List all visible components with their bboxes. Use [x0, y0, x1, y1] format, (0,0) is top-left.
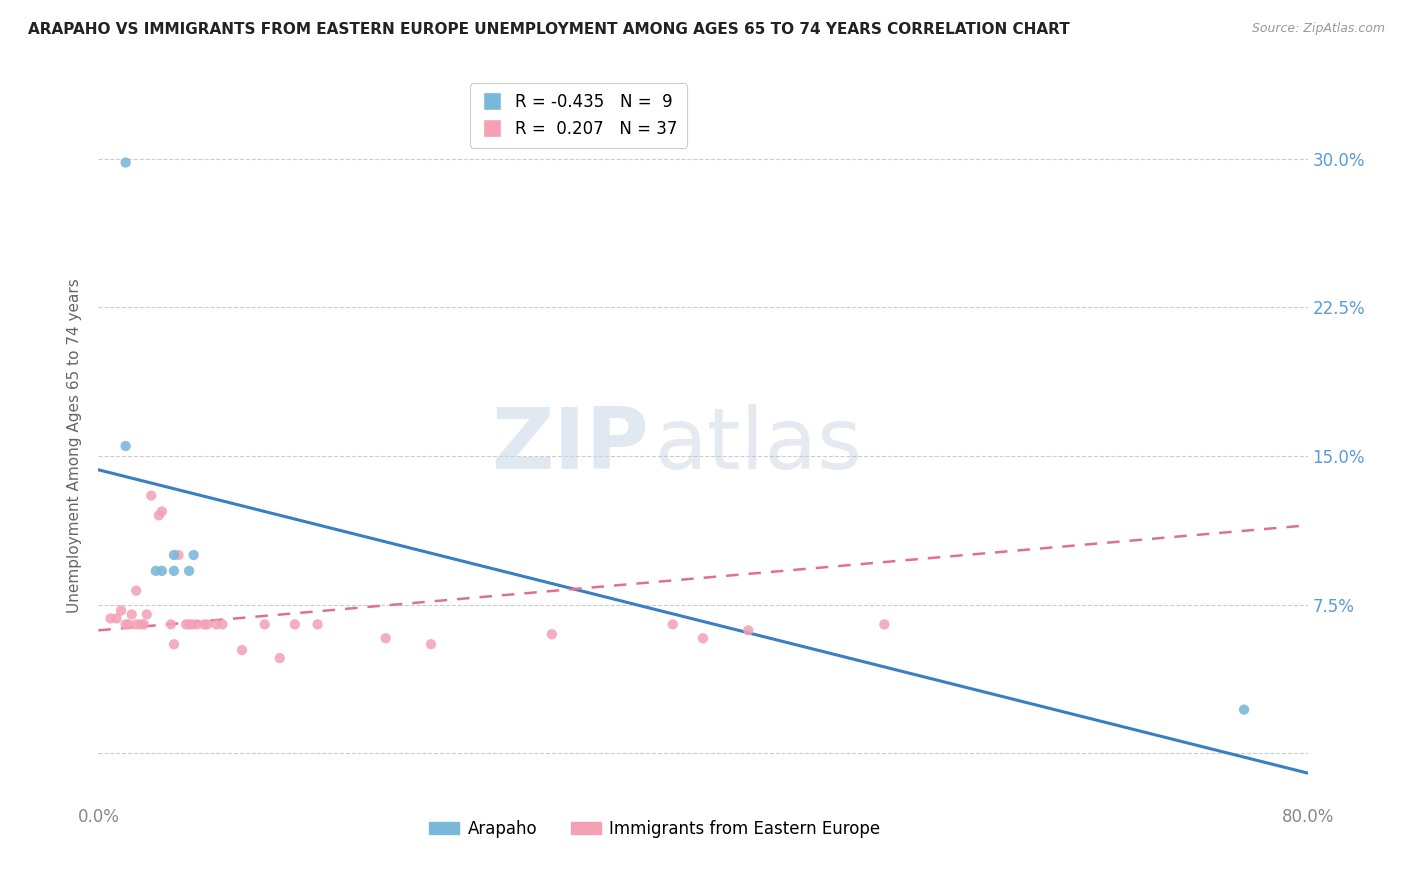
Point	[186, 617, 208, 632]
Point	[307, 617, 329, 632]
Point	[125, 583, 148, 598]
Point	[737, 624, 759, 638]
Point	[160, 617, 183, 632]
Point	[179, 617, 201, 632]
Point	[132, 617, 155, 632]
Point	[211, 617, 233, 632]
Point	[135, 607, 157, 622]
Point	[661, 617, 683, 632]
Text: atlas: atlas	[655, 404, 863, 488]
Point	[174, 617, 197, 632]
Point	[181, 617, 204, 632]
Point	[148, 508, 170, 523]
Point	[167, 548, 190, 562]
Point	[540, 627, 562, 641]
Point	[253, 617, 276, 632]
Point	[114, 617, 136, 632]
Point	[205, 617, 228, 632]
Point	[374, 632, 396, 646]
Point	[692, 632, 714, 646]
Point	[179, 564, 201, 578]
Y-axis label: Unemployment Among Ages 65 to 74 years: Unemployment Among Ages 65 to 74 years	[67, 278, 83, 614]
Point	[195, 617, 218, 632]
Point	[114, 155, 136, 169]
Text: ZIP: ZIP	[491, 404, 648, 488]
Point	[110, 603, 132, 617]
Point	[105, 611, 128, 625]
Point	[118, 617, 141, 632]
Point	[163, 564, 186, 578]
Point	[150, 564, 173, 578]
Point	[145, 564, 167, 578]
Point	[231, 643, 253, 657]
Point	[163, 548, 186, 562]
Point	[183, 548, 205, 562]
Point	[163, 637, 186, 651]
Point	[193, 617, 215, 632]
Legend: Arapaho, Immigrants from Eastern Europe: Arapaho, Immigrants from Eastern Europe	[423, 814, 887, 845]
Point	[129, 617, 152, 632]
Point	[1233, 703, 1256, 717]
Text: Source: ZipAtlas.com: Source: ZipAtlas.com	[1251, 22, 1385, 36]
Point	[141, 489, 163, 503]
Point	[284, 617, 307, 632]
Point	[150, 504, 173, 518]
Point	[100, 611, 122, 625]
Point	[420, 637, 443, 651]
Point	[121, 607, 143, 622]
Point	[269, 651, 291, 665]
Point	[125, 617, 148, 632]
Point	[873, 617, 896, 632]
Text: ARAPAHO VS IMMIGRANTS FROM EASTERN EUROPE UNEMPLOYMENT AMONG AGES 65 TO 74 YEARS: ARAPAHO VS IMMIGRANTS FROM EASTERN EUROP…	[28, 22, 1070, 37]
Point	[114, 439, 136, 453]
